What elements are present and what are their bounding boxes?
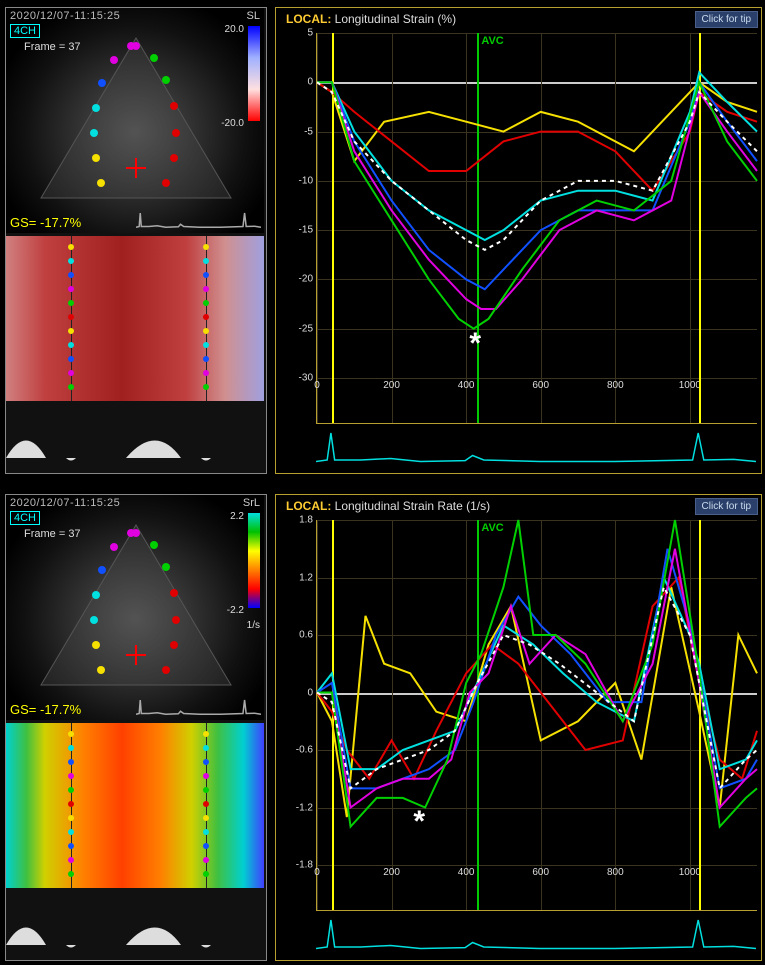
- left-column-bottom: 2020/12/07-11:15:25 4CH Frame = 37 SrL 2…: [5, 494, 267, 961]
- tip-button[interactable]: Click for tip: [695, 498, 758, 515]
- xtick: 1000: [679, 378, 701, 391]
- curve-red: [317, 82, 757, 190]
- sector-overlay-top: [6, 8, 264, 233]
- ytick: -1.2: [296, 802, 317, 813]
- title-rest: Longitudinal Strain Rate (1/s): [331, 499, 490, 513]
- ytick: 0: [307, 77, 317, 88]
- title-rest: Longitudinal Strain (%): [331, 12, 456, 26]
- mmode-top: [6, 236, 264, 401]
- xtick: 0: [314, 865, 320, 878]
- ytick: -0.6: [296, 745, 317, 756]
- strain-rate-chart: LOCAL: Longitudinal Strain Rate (1/s) Cl…: [275, 494, 762, 961]
- chart-title-top: LOCAL: Longitudinal Strain (%): [286, 12, 456, 26]
- curve-cyan: [317, 72, 757, 240]
- chart-title-bot: LOCAL: Longitudinal Strain Rate (1/s): [286, 499, 490, 513]
- xtick: 800: [607, 865, 624, 878]
- xtick: 0: [314, 378, 320, 391]
- ytick: -20: [299, 274, 317, 285]
- xtick: 600: [532, 378, 549, 391]
- xtick: 400: [458, 378, 475, 391]
- asterisk-marker: *: [413, 805, 425, 839]
- mmode-bot: [6, 723, 264, 888]
- xtick: 600: [532, 865, 549, 878]
- ecg-thumb-bot: [136, 695, 261, 720]
- sector-overlay-bot: [6, 495, 264, 720]
- ecg-under-chart-top: [316, 428, 756, 468]
- ytick: -15: [299, 225, 317, 236]
- asterisk-marker: *: [469, 327, 481, 361]
- ecg-thumb-top: [136, 208, 261, 233]
- xtick: 800: [607, 378, 624, 391]
- plot-top[interactable]: 50-5-10-15-20-25-3002004006008001000AVC*: [316, 33, 757, 424]
- plot-bot[interactable]: 1.81.20.60-0.6-1.2-1.802004006008001000A…: [316, 520, 757, 911]
- ecg-strip-bot: [6, 900, 264, 960]
- ytick: 0.6: [299, 630, 317, 641]
- xtick: 200: [383, 378, 400, 391]
- title-local: LOCAL:: [286, 12, 331, 26]
- apical-view-bottom: 2020/12/07-11:15:25 4CH Frame = 37 SrL 2…: [6, 495, 264, 720]
- ytick: 1.8: [299, 515, 317, 526]
- ytick: 5: [307, 28, 317, 39]
- left-column-top: 2020/12/07-11:15:25 4CH Frame = 37 SL 20…: [5, 7, 267, 474]
- ytick: -5: [304, 126, 317, 137]
- gs-value: GS= -17.7%: [10, 215, 81, 230]
- xtick: 400: [458, 865, 475, 878]
- ytick: -25: [299, 323, 317, 334]
- xtick: 1000: [679, 865, 701, 878]
- title-local: LOCAL:: [286, 499, 331, 513]
- ytick: -10: [299, 175, 317, 186]
- ecg-under-chart-bot: [316, 915, 756, 955]
- strain-chart: LOCAL: Longitudinal Strain (%) Click for…: [275, 7, 762, 474]
- ecg-strip-top: [6, 413, 264, 473]
- strain-rate-panel: 2020/12/07-11:15:25 4CH Frame = 37 SrL 2…: [0, 487, 765, 964]
- gs-value: GS= -17.7%: [10, 702, 81, 717]
- curve-blue: [317, 549, 757, 789]
- tip-button[interactable]: Click for tip: [695, 11, 758, 28]
- ytick: 0: [307, 687, 317, 698]
- ytick: 1.2: [299, 572, 317, 583]
- xtick: 200: [383, 865, 400, 878]
- apical-view-top: 2020/12/07-11:15:25 4CH Frame = 37 SL 20…: [6, 8, 264, 233]
- strain-panel: 2020/12/07-11:15:25 4CH Frame = 37 SL 20…: [0, 0, 765, 477]
